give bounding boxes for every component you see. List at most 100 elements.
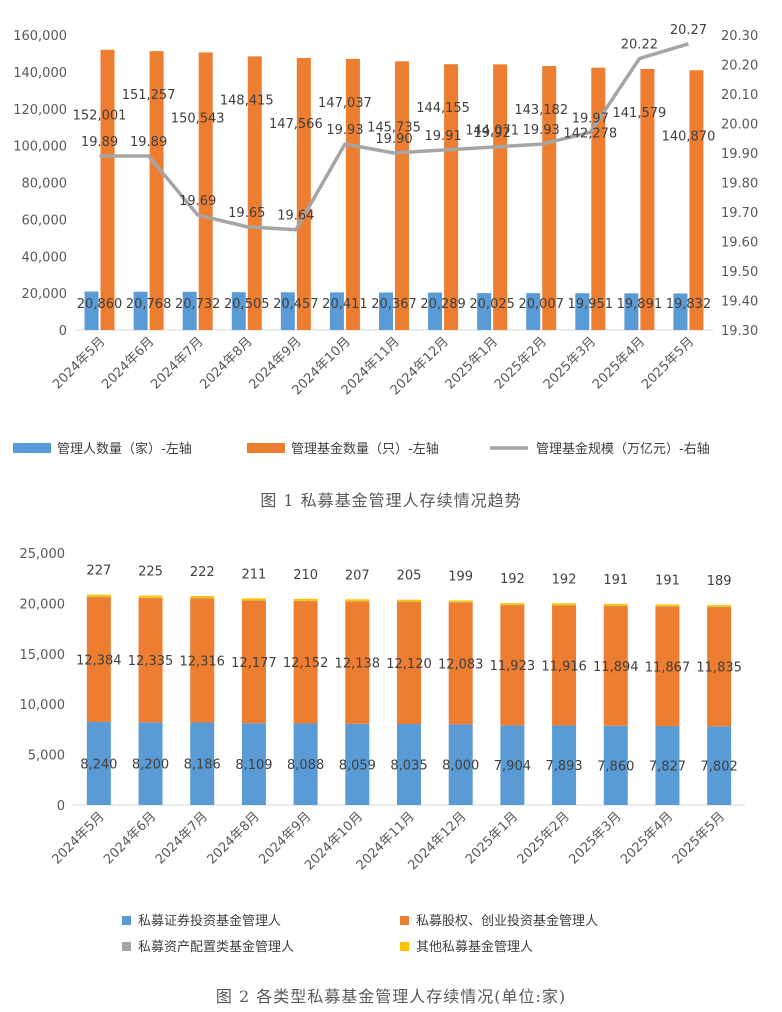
y-left-tick-label: 80,000 xyxy=(22,177,68,192)
legend-label-manager-count: 管理人数量（家）-左轴 xyxy=(57,441,192,457)
data-label-fund-scale: 19.93 xyxy=(326,123,363,138)
y-tick-label: 25,000 xyxy=(20,547,66,562)
x-tick-label: 2024年7月 xyxy=(148,334,206,392)
legend-label-asset-allocation: 私募资产配置类基金管理人 xyxy=(138,939,294,955)
x-tick-label: 2025年5月 xyxy=(670,809,728,867)
data-label-fund-count: 147,037 xyxy=(318,96,372,111)
bar-other-managers xyxy=(345,599,370,602)
bar-equity-vc-managers xyxy=(397,601,421,725)
data-label-fund-scale: 19.65 xyxy=(228,206,265,221)
bar-securities-managers xyxy=(345,723,370,805)
bar-other-managers xyxy=(138,595,163,598)
y-left-tick-label: 120,000 xyxy=(13,103,67,118)
data-label-fund-count: 144,155 xyxy=(416,101,470,116)
data-label-equity-vc: 12,138 xyxy=(335,657,381,672)
data-label-fund-scale: 19.64 xyxy=(277,209,314,224)
y-right-tick-label: 20.00 xyxy=(721,118,758,133)
bar-securities-managers xyxy=(138,722,163,805)
data-label-securities: 8,000 xyxy=(442,759,479,774)
data-label-manager-count: 19,891 xyxy=(617,297,663,312)
data-label-fund-scale: 19.93 xyxy=(523,123,560,138)
data-label-fund-count: 142,278 xyxy=(563,127,617,142)
data-label-other: 199 xyxy=(448,569,473,584)
bar-fund-count xyxy=(345,58,360,330)
x-tick-label: 2024年8月 xyxy=(205,809,263,867)
x-tick-label: 2025年4月 xyxy=(590,334,648,392)
bar-equity-vc-managers xyxy=(552,605,577,726)
bar-manager-count xyxy=(477,293,492,330)
bar-equity-vc-managers xyxy=(603,605,628,726)
bar-manager-count xyxy=(428,292,443,330)
bar-fund-count xyxy=(395,61,409,331)
data-label-manager-count: 19,951 xyxy=(568,297,614,312)
data-label-equity-vc: 12,083 xyxy=(438,657,484,672)
bar-fund-count xyxy=(444,64,459,330)
x-tick-label: 2024年7月 xyxy=(153,809,211,867)
chart-fund-manager-trend: 0 20,000 40,000 60,000 80,000 100,000 120,000 1… xyxy=(13,23,758,457)
bar-asset-allocation-managers xyxy=(345,601,370,602)
bar-equity-vc-managers xyxy=(86,597,111,722)
data-label-equity-vc: 11,894 xyxy=(593,660,639,675)
bar-fund-count xyxy=(542,66,557,331)
data-label-other: 191 xyxy=(655,573,680,588)
figure1-caption-wrap: 图 1 私募基金管理人存续情况趋势 xyxy=(0,487,782,511)
data-label-securities: 7,893 xyxy=(545,759,582,774)
data-label-securities: 8,035 xyxy=(390,759,427,774)
figure2-caption-wrap: 图 2 各类型私募基金管理人存续情况(单位:家) xyxy=(0,983,782,1007)
y-right-tick-label: 19.80 xyxy=(721,177,758,192)
bar-manager-count xyxy=(624,293,639,330)
bar-asset-allocation-managers xyxy=(241,600,266,601)
data-label-fund-scale: 19.69 xyxy=(179,194,216,209)
data-label-fund-scale: 20.27 xyxy=(670,23,707,38)
bar-asset-allocation-managers xyxy=(293,600,318,602)
x-tick-label: 2025年3月 xyxy=(566,809,624,867)
legend-label-fund-scale: 管理基金规模（万亿元）-右轴 xyxy=(536,441,710,457)
legend-label-other: 其他私募基金管理人 xyxy=(416,939,533,955)
bar-asset-allocation-managers xyxy=(500,605,525,606)
legend-swatch-manager-count xyxy=(13,443,51,453)
data-label-manager-count: 20,007 xyxy=(518,297,564,312)
y-right-tick-label: 20.30 xyxy=(721,29,758,44)
data-label-manager-count: 20,025 xyxy=(469,297,515,312)
bar-securities-managers xyxy=(293,723,318,805)
y-right-tick-label: 19.30 xyxy=(721,324,758,339)
legend-swatch-asset-allocation xyxy=(122,942,131,951)
data-label-fund-count: 148,415 xyxy=(220,93,274,108)
data-label-equity-vc: 11,916 xyxy=(541,659,587,674)
data-label-fund-scale: 19.97 xyxy=(572,111,609,126)
bar-fund-count xyxy=(198,52,213,331)
bar-equity-vc-managers xyxy=(190,598,215,723)
data-label-equity-vc: 12,335 xyxy=(128,654,174,669)
bar-equity-vc-managers xyxy=(293,600,318,724)
bar-asset-allocation-managers xyxy=(138,597,163,599)
bar-other-managers xyxy=(397,599,421,602)
data-label-fund-count: 144,071 xyxy=(465,123,519,138)
data-label-equity-vc: 12,120 xyxy=(386,657,432,672)
bar-asset-allocation-managers xyxy=(603,605,628,607)
y-left-tick-label: 0 xyxy=(59,324,67,339)
x-tick-label: 2024年6月 xyxy=(99,334,157,392)
bar-equity-vc-managers xyxy=(707,607,732,727)
x-tick-label: 2025年5月 xyxy=(639,334,697,392)
bar-fund-count xyxy=(100,49,115,330)
data-label-securities: 7,827 xyxy=(649,760,686,775)
bar-fund-count xyxy=(149,51,164,331)
data-label-manager-count: 20,732 xyxy=(175,297,221,312)
data-label-securities: 8,186 xyxy=(184,758,221,773)
bar-manager-count xyxy=(575,293,590,330)
y-left-tick-label: 100,000 xyxy=(13,140,67,155)
data-label-fund-count: 143,182 xyxy=(514,103,568,118)
bar-securities-managers xyxy=(707,726,732,805)
data-label-other: 227 xyxy=(86,564,111,579)
x-tick-label: 2025年4月 xyxy=(618,809,676,867)
data-label-other: 191 xyxy=(603,573,628,588)
data-label-other: 222 xyxy=(190,565,215,580)
bar-equity-vc-managers xyxy=(500,605,525,726)
bar-manager-count xyxy=(231,292,246,330)
y-tick-label: 20,000 xyxy=(20,597,66,612)
data-label-fund-count: 152,001 xyxy=(73,109,127,124)
y-tick-label: 5,000 xyxy=(28,749,65,764)
data-label-equity-vc: 12,152 xyxy=(283,656,329,671)
data-label-other: 192 xyxy=(500,572,525,587)
data-label-manager-count: 20,860 xyxy=(77,297,123,312)
